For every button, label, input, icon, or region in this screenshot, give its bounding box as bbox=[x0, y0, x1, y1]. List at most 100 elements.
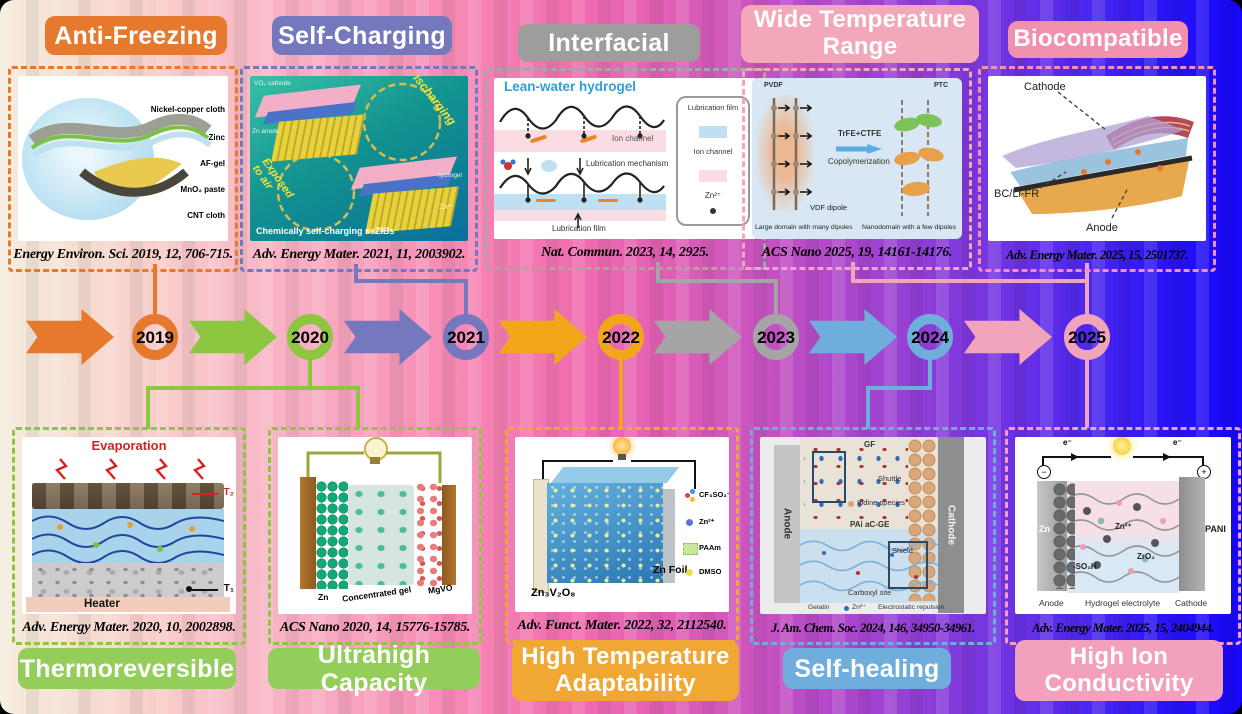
ring-2021 bbox=[443, 314, 489, 360]
label-dmso: DMSO bbox=[699, 567, 722, 576]
zn-hexagon-column bbox=[1053, 483, 1075, 589]
zoom-box-bottom bbox=[888, 541, 928, 589]
label-electron-right: e⁻ bbox=[1173, 438, 1182, 447]
label-hydrogel-electrolyte: Hydrogel electrolyte bbox=[1085, 598, 1161, 608]
interfacial-citation: Nat. Commun. 2023, 14, 2925. bbox=[541, 245, 709, 260]
connector-2020-left-drop bbox=[146, 386, 150, 429]
hydrogel-layer bbox=[31, 509, 225, 564]
arrow-2022 bbox=[499, 309, 587, 365]
ring-2020 bbox=[287, 314, 333, 360]
connector-interfacial-v2 bbox=[774, 279, 778, 316]
connector-self-charging-v1 bbox=[354, 264, 358, 283]
plus-terminal-icon: + bbox=[1197, 465, 1211, 479]
label-lubrication-mechanism: Lubrication mechanism bbox=[586, 159, 669, 168]
anti-freezing-citation: Energy Environ. Sci. 2019, 12, 706-715. bbox=[13, 247, 233, 262]
high-temp-panel: Zn Foil Zn₃V₂O₈ CF₃SO₃⁻ Zn²⁺ PAAm DMSO A… bbox=[505, 427, 739, 643]
year-2019: 2019 bbox=[136, 328, 174, 347]
gel-network-waves bbox=[800, 540, 938, 592]
t1-leader-line bbox=[188, 589, 218, 591]
label-nickel-copper-cloth: Nickel-copper cloth bbox=[150, 105, 225, 114]
ring-2024 bbox=[907, 314, 953, 360]
heater-plate bbox=[26, 597, 230, 612]
wide-temp-panel: PVDF PTC TrFE+CTFE Copolymerization V bbox=[742, 68, 972, 270]
legend-zn-dot bbox=[710, 208, 716, 214]
legend-zn-ion: Zn²⁺ bbox=[704, 191, 722, 200]
ultrahigh-capacity-citation: ACS Nano 2020, 14, 15776-15785. bbox=[279, 620, 471, 635]
thermoreversible-figure: Evaporation bbox=[22, 437, 236, 614]
paam-icon bbox=[683, 543, 698, 555]
pill-self-healing: Self-healing bbox=[783, 648, 951, 689]
label-cathode: Cathode bbox=[1024, 81, 1066, 93]
pill-thermoreversible: Thermoreversible bbox=[18, 648, 236, 689]
ice-crystal-blob bbox=[22, 98, 154, 220]
label-lubrication-film: Lubrication film bbox=[552, 224, 606, 233]
label-zn3v2o8: Zn₃V₂O₈ bbox=[531, 587, 576, 599]
pill-ultrahigh-capacity: Ultrahigh Capacity bbox=[268, 641, 480, 697]
ion-channel-band-2 bbox=[494, 210, 666, 221]
high-ion-figure: e⁻ e⁻ − + Zn PANI Zn²⁺ ZrO₂ bbox=[1015, 437, 1231, 614]
year-2020: 2020 bbox=[291, 328, 329, 347]
t2-leader-line bbox=[192, 493, 218, 495]
minus-terminal-icon: − bbox=[1037, 465, 1051, 479]
pill-biocompatible: Biocompatible bbox=[1008, 21, 1188, 58]
self-charging-figure: VO₂ cathode Zn anode hydrogel Zn²⁺ Disch… bbox=[250, 76, 468, 241]
pill-high-temperature-adaptability: High Temperature Adaptability bbox=[512, 640, 739, 701]
label-carboxyl-site: Carboxyl site bbox=[848, 588, 892, 597]
flexible-battery-drawing bbox=[1002, 91, 1194, 219]
label-zn: Zn bbox=[318, 592, 329, 602]
self-charging-citation: Adv. Energy Mater. 2021, 11, 2003902. bbox=[252, 247, 466, 262]
label-self-charging-caption: Chemically self-charging ssZIBs bbox=[256, 226, 395, 237]
self-charging-panel: VO₂ cathode Zn anode hydrogel Zn²⁺ Disch… bbox=[240, 66, 478, 272]
label-pvdf: PVDF bbox=[764, 82, 783, 89]
label-large-domain: Large domain with many dipoles bbox=[755, 224, 853, 231]
ultrahigh-capacity-panel: Zn Concentrated gel MgVO ACS Nano 2020, … bbox=[268, 427, 482, 645]
label-zn-ion: Zn²⁺ bbox=[1115, 522, 1132, 531]
self-healing-panel: Anode Cathode GF Shuttle Iodine species … bbox=[750, 427, 996, 645]
arrow-2019 bbox=[26, 309, 114, 365]
label-vo2-cathode: VO₂ cathode bbox=[254, 80, 291, 87]
light-bulb-icon bbox=[1113, 437, 1131, 455]
label-ion-channel: Ion channel bbox=[612, 134, 654, 143]
layered-battery-drawing bbox=[28, 113, 212, 197]
evaporation-arrows bbox=[55, 458, 206, 480]
pani-cathode-slab bbox=[1179, 477, 1205, 591]
label-cnt-cloth: CNT cloth bbox=[187, 211, 225, 220]
label-iodine-species: Iodine species bbox=[857, 498, 905, 507]
thermoreversible-panel: Evaporation bbox=[12, 427, 246, 645]
zinc-sphere-column bbox=[316, 481, 348, 589]
ring-2022 bbox=[598, 314, 644, 360]
arrow-2023 bbox=[654, 309, 742, 365]
cathode-sphere-column bbox=[908, 439, 936, 601]
high-temp-citation: Adv. Funct. Mater. 2022, 32, 2112540. bbox=[517, 618, 727, 633]
label-concentrated-gel: Concentrated gel bbox=[341, 584, 412, 604]
zn-foil-plate bbox=[663, 489, 675, 583]
label-cathode: Cathode bbox=[945, 505, 957, 545]
pill-interfacial: Interfacial bbox=[518, 24, 700, 62]
high-ion-citation: Adv. Energy Mater. 2025, 15, 2404944. bbox=[1032, 620, 1214, 635]
biocompatible-citation: Adv. Energy Mater. 2025, 15, 2501737. bbox=[1006, 247, 1188, 262]
label-cathode: Cathode bbox=[1175, 598, 1208, 608]
lubrication-film-band bbox=[494, 194, 666, 210]
zinc-electrode-plate bbox=[300, 477, 316, 589]
arrow-2025 bbox=[964, 309, 1052, 365]
ultrahigh-capacity-figure: Zn Concentrated gel MgVO bbox=[278, 437, 472, 614]
label-anode: Anode bbox=[1039, 598, 1064, 608]
biocompatible-figure: Cathode BC/Li-FR Anode bbox=[988, 76, 1206, 241]
connector-2020-h bbox=[146, 386, 360, 390]
gel-cube-front bbox=[547, 483, 663, 583]
high-temp-figure: Zn Foil Zn₃V₂O₈ CF₃SO₃⁻ Zn²⁺ PAAm DMSO bbox=[515, 437, 729, 612]
label-ptc: PTC bbox=[934, 82, 948, 89]
legend-ion-channel: Ion channel bbox=[693, 147, 733, 156]
polymer-chain-drawing bbox=[499, 105, 665, 228]
circuit-wires bbox=[306, 451, 442, 483]
dmso-icon bbox=[686, 569, 693, 576]
label-zn-anode: Zn anode bbox=[252, 128, 280, 135]
arrow-2020 bbox=[189, 309, 277, 365]
circuit-wires bbox=[542, 460, 696, 489]
t1-dot bbox=[186, 586, 192, 592]
pill-high-ion-conductivity: High Ion Conductivity bbox=[1015, 640, 1223, 701]
label-zn-ion: Zn²⁺ bbox=[852, 604, 866, 611]
electrolyte-chain-waves bbox=[1067, 493, 1179, 583]
label-anode: Anode bbox=[1086, 222, 1118, 234]
thermoreversible-citation: Adv. Energy Mater. 2020, 10, 2002898. bbox=[22, 620, 236, 635]
